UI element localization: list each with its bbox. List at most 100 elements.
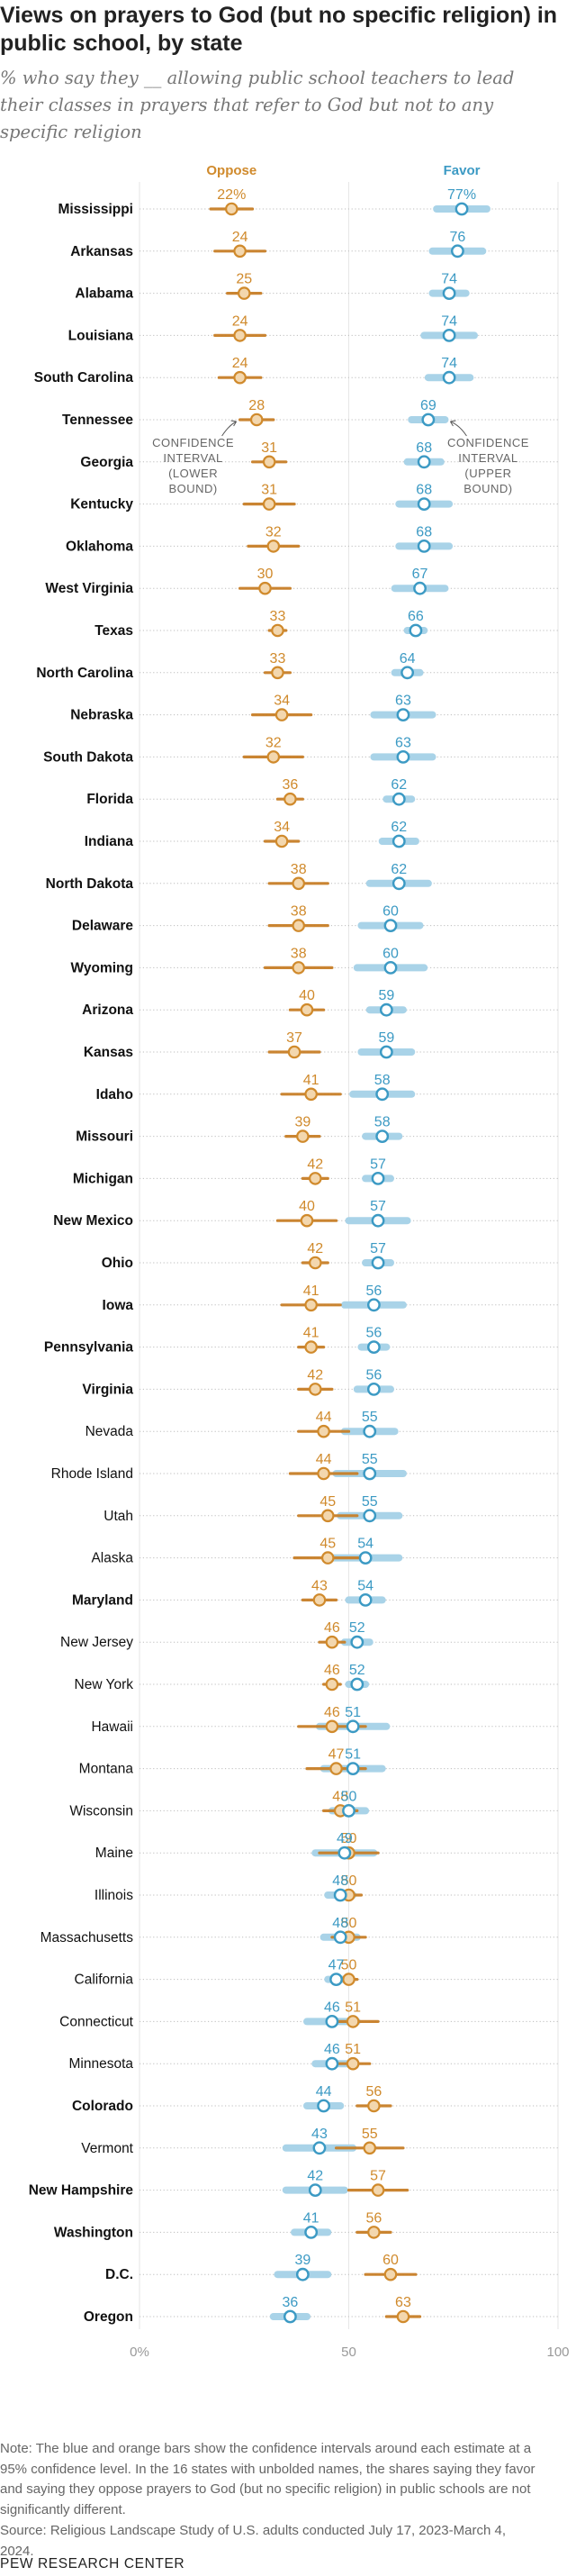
oppose-value-label: 43 bbox=[311, 1578, 328, 1593]
annotation-arrowhead-lower bbox=[230, 420, 238, 427]
favor-value-label: 47 bbox=[328, 1958, 345, 1973]
favor-dot bbox=[379, 1045, 393, 1059]
state-label: Maryland bbox=[72, 1592, 133, 1608]
oppose-dot bbox=[233, 370, 247, 385]
state-label: New Jersey bbox=[60, 1635, 133, 1650]
annotation-upper-bound: (UPPER bbox=[464, 467, 511, 480]
state-label: Vermont bbox=[81, 2141, 133, 2156]
state-label: North Carolina bbox=[36, 666, 133, 681]
state-label: Washington bbox=[54, 2225, 133, 2240]
favor-dot bbox=[392, 876, 406, 891]
favor-dot bbox=[308, 2183, 322, 2198]
oppose-value-label: 50 bbox=[341, 1916, 357, 1931]
favor-dot bbox=[363, 1466, 377, 1481]
state-label: Idaho bbox=[96, 1087, 133, 1102]
favor-dot bbox=[346, 1762, 360, 1776]
favor-dot bbox=[333, 1888, 347, 1902]
oppose-dot bbox=[308, 1256, 322, 1270]
favor-dot bbox=[396, 708, 410, 721]
legend-oppose: Oppose bbox=[206, 163, 256, 178]
state-label: Oregon bbox=[84, 2309, 133, 2325]
favor-dot bbox=[317, 2099, 330, 2113]
oppose-value-label: 46 bbox=[324, 1705, 340, 1720]
state-label: New Mexico bbox=[53, 1213, 133, 1229]
state-label: Georgia bbox=[80, 455, 133, 470]
oppose-dot bbox=[371, 2183, 385, 2197]
favor-dot bbox=[375, 1087, 390, 1102]
chart-source: Source: Religious Landscape Study of U.S… bbox=[0, 2523, 506, 2559]
favor-value-label: 44 bbox=[316, 2084, 332, 2100]
oppose-value-label: 37 bbox=[286, 1030, 302, 1046]
favor-dot bbox=[400, 666, 414, 680]
state-label: Wisconsin bbox=[69, 1803, 133, 1819]
oppose-dot bbox=[233, 329, 247, 342]
favor-value-label: 57 bbox=[370, 1199, 386, 1214]
state-label: Hawaii bbox=[91, 1719, 133, 1735]
favor-dot bbox=[325, 2056, 339, 2071]
oppose-dot bbox=[271, 623, 284, 638]
oppose-value-label: 34 bbox=[274, 694, 290, 709]
favor-value-label: 58 bbox=[374, 1073, 391, 1088]
oppose-dot bbox=[292, 919, 305, 932]
state-label: Louisiana bbox=[68, 328, 134, 343]
annotation-lower-bound: BOUND) bbox=[168, 482, 217, 495]
state-label: Indiana bbox=[85, 834, 134, 849]
favor-value-label: 74 bbox=[441, 356, 457, 371]
chart-title: Views on prayers to God (but no specific… bbox=[0, 3, 558, 56]
oppose-dot bbox=[304, 1340, 318, 1354]
favor-value-label: 59 bbox=[378, 988, 394, 1003]
favor-value-label: 50 bbox=[341, 1789, 357, 1804]
oppose-dot bbox=[274, 834, 289, 848]
favor-value-label: 54 bbox=[357, 1578, 374, 1593]
favor-value-label: 68 bbox=[416, 483, 432, 498]
chart-note: Note: The blue and orange bars show the … bbox=[0, 2441, 536, 2517]
oppose-value-label: 31 bbox=[261, 483, 277, 498]
oppose-value-label: 41 bbox=[303, 1073, 320, 1088]
oppose-dot bbox=[266, 750, 281, 764]
oppose-dot bbox=[274, 708, 289, 721]
oppose-dot bbox=[383, 2267, 398, 2281]
favor-value-label: 41 bbox=[303, 2210, 320, 2226]
favor-value-label: 55 bbox=[362, 1452, 378, 1467]
oppose-value-label: 31 bbox=[261, 440, 277, 456]
favor-value-label: 58 bbox=[374, 1115, 391, 1130]
favor-value-label: 68 bbox=[416, 440, 432, 456]
favor-dot bbox=[413, 581, 427, 595]
state-label: Montana bbox=[79, 1762, 134, 1777]
state-label: South Dakota bbox=[43, 749, 133, 765]
favor-dot bbox=[417, 497, 431, 511]
oppose-dot bbox=[367, 2226, 381, 2239]
oppose-dot bbox=[346, 2056, 360, 2071]
favor-value-label: 56 bbox=[366, 1283, 382, 1299]
state-label: California bbox=[75, 1973, 134, 1988]
oppose-value-label: 57 bbox=[370, 2169, 386, 2184]
favor-dot bbox=[421, 413, 436, 427]
favor-value-label: 76 bbox=[450, 230, 466, 245]
favor-value-label: 54 bbox=[357, 1537, 374, 1552]
oppose-value-label: 44 bbox=[316, 1452, 332, 1467]
favor-value-label: 36 bbox=[283, 2295, 299, 2310]
favor-value-label: 64 bbox=[400, 651, 416, 667]
oppose-dot bbox=[262, 455, 276, 469]
oppose-value-label: 25 bbox=[236, 272, 252, 287]
favor-value-label: 60 bbox=[382, 904, 399, 920]
favor-value-label: 62 bbox=[391, 777, 407, 793]
oppose-dot bbox=[325, 1719, 339, 1734]
state-label: Wyoming bbox=[71, 960, 133, 975]
favor-value-label: 43 bbox=[311, 2127, 328, 2142]
state-label: Kentucky bbox=[70, 497, 133, 512]
state-label: Illinois bbox=[94, 1888, 133, 1903]
state-label: South Carolina bbox=[34, 370, 134, 385]
state-label: West Virginia bbox=[45, 581, 133, 596]
oppose-value-label: 42 bbox=[307, 1241, 323, 1256]
oppose-value-label: 30 bbox=[257, 567, 274, 582]
favor-value-label: 46 bbox=[324, 2042, 340, 2057]
state-label: Delaware bbox=[72, 919, 133, 934]
oppose-value-label: 38 bbox=[291, 946, 307, 961]
favor-value-label: 66 bbox=[408, 609, 424, 624]
oppose-dot bbox=[233, 244, 247, 259]
annotation-upper-bound: INTERVAL bbox=[458, 451, 518, 465]
oppose-dot bbox=[396, 2309, 410, 2324]
favor-dot bbox=[329, 1973, 343, 1987]
favor-dot bbox=[442, 286, 456, 301]
